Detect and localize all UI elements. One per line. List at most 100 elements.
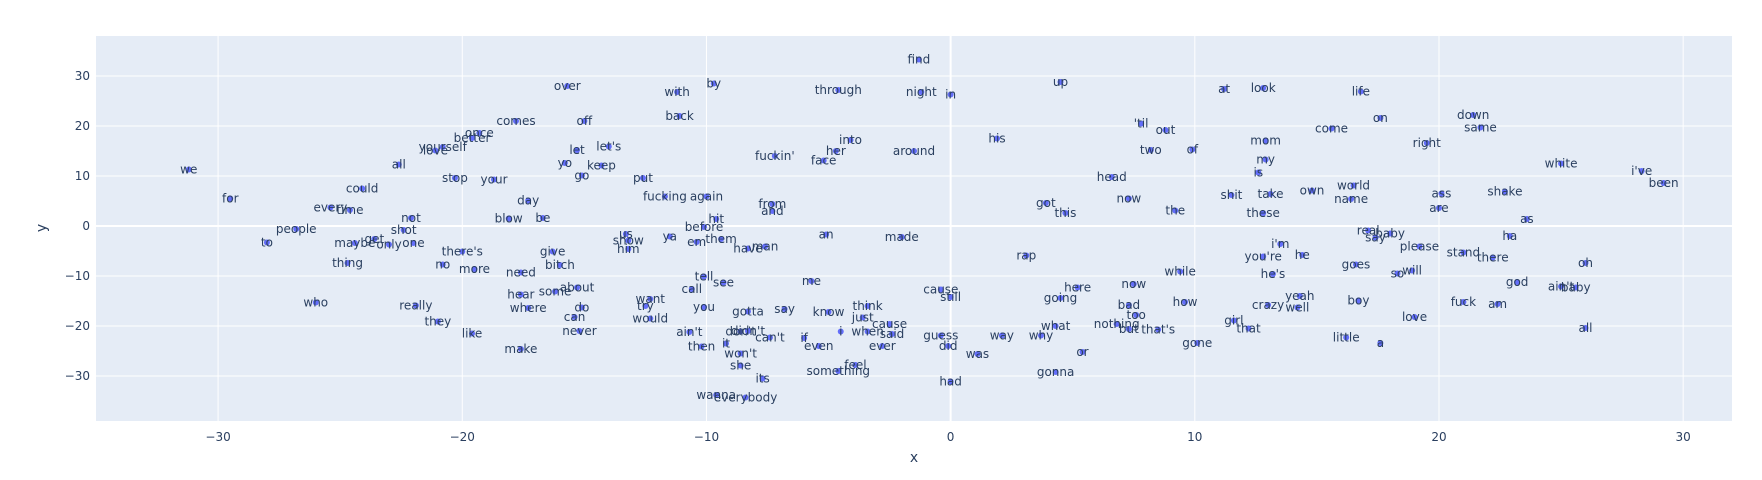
data-point[interactable]: em: [687, 235, 706, 249]
data-point[interactable]: for: [222, 192, 239, 206]
data-point[interactable]: girl: [1224, 314, 1243, 328]
data-point[interactable]: stand: [1447, 246, 1481, 260]
data-point[interactable]: did: [939, 339, 958, 353]
data-point[interactable]: hear: [507, 288, 534, 302]
data-point[interactable]: really: [399, 299, 432, 313]
data-point[interactable]: even: [804, 339, 833, 353]
data-point[interactable]: he's: [1261, 267, 1286, 281]
data-point[interactable]: keep: [587, 159, 616, 173]
data-point[interactable]: say: [774, 302, 795, 316]
data-point[interactable]: baby: [1375, 227, 1405, 241]
data-point[interactable]: i've: [1631, 164, 1652, 178]
data-point[interactable]: wanna: [696, 388, 736, 402]
data-point[interactable]: out: [1156, 123, 1176, 137]
data-point[interactable]: its: [755, 372, 769, 386]
data-point[interactable]: like: [462, 327, 483, 341]
data-point[interactable]: cause: [923, 283, 958, 297]
data-point[interactable]: crazy: [1252, 298, 1284, 312]
data-point[interactable]: it: [722, 337, 730, 351]
data-point[interactable]: made: [885, 230, 919, 244]
data-point[interactable]: so: [1391, 267, 1405, 281]
data-point[interactable]: bad: [1118, 298, 1141, 312]
data-point[interactable]: your: [481, 173, 508, 187]
data-point[interactable]: him: [617, 242, 640, 256]
data-point[interactable]: life: [1352, 85, 1370, 99]
data-point[interactable]: oh: [1578, 256, 1593, 270]
data-point[interactable]: say: [1365, 231, 1386, 245]
data-point[interactable]: could: [346, 182, 379, 196]
data-point[interactable]: while: [1164, 265, 1195, 279]
data-point[interactable]: me: [802, 274, 821, 288]
data-point[interactable]: through: [815, 83, 862, 97]
data-point[interactable]: let: [569, 143, 585, 157]
data-point[interactable]: let's: [596, 140, 621, 154]
data-point[interactable]: at: [1218, 82, 1230, 96]
data-point[interactable]: fucking: [643, 190, 687, 204]
data-point[interactable]: ha: [1502, 229, 1517, 243]
data-point[interactable]: take: [1258, 187, 1284, 201]
data-point[interactable]: been: [1649, 176, 1679, 190]
data-point[interactable]: that: [1236, 322, 1261, 336]
data-point[interactable]: how: [1173, 295, 1198, 309]
data-point[interactable]: cause: [872, 317, 907, 331]
data-point[interactable]: gonna: [1037, 365, 1075, 379]
data-point[interactable]: everybody: [714, 391, 778, 405]
data-point[interactable]: into: [839, 133, 862, 147]
data-point[interactable]: you're: [1244, 250, 1281, 264]
data-point[interactable]: think: [853, 299, 883, 313]
data-point[interactable]: we: [180, 163, 197, 177]
data-point[interactable]: she: [730, 359, 751, 373]
data-point[interactable]: of: [1187, 143, 1199, 157]
data-point[interactable]: an: [819, 228, 834, 242]
data-point[interactable]: would: [632, 312, 668, 326]
data-point[interactable]: hit: [708, 212, 724, 226]
data-point[interactable]: put: [633, 171, 653, 185]
data-point[interactable]: night: [906, 85, 937, 99]
data-point[interactable]: comes: [496, 114, 535, 128]
data-point[interactable]: fuckin': [755, 149, 795, 163]
data-point[interactable]: going: [1044, 291, 1078, 305]
data-point[interactable]: make: [504, 342, 537, 356]
data-point[interactable]: now: [1121, 277, 1146, 291]
data-point[interactable]: call: [681, 282, 702, 296]
data-point[interactable]: shit: [1220, 188, 1242, 202]
data-point[interactable]: same: [1464, 121, 1497, 135]
data-point[interactable]: bitch: [545, 258, 575, 272]
data-point[interactable]: there: [1477, 251, 1509, 265]
data-point[interactable]: shot: [391, 223, 417, 237]
data-point[interactable]: around: [893, 144, 935, 158]
data-point[interactable]: down: [1457, 108, 1489, 122]
data-point[interactable]: gotta: [732, 305, 764, 319]
data-point[interactable]: rap: [1016, 249, 1036, 263]
data-point[interactable]: one: [402, 236, 424, 250]
data-point[interactable]: you: [693, 300, 715, 314]
data-point[interactable]: these: [1247, 206, 1280, 220]
data-point[interactable]: us: [619, 227, 633, 241]
data-point[interactable]: mom: [1250, 134, 1281, 148]
data-point[interactable]: face: [811, 154, 837, 168]
data-point[interactable]: who: [303, 296, 328, 310]
data-point[interactable]: man: [752, 240, 779, 254]
data-point[interactable]: little: [1333, 331, 1360, 345]
data-point[interactable]: all: [392, 158, 406, 172]
data-point[interactable]: her: [826, 144, 846, 158]
data-point[interactable]: was: [966, 347, 989, 361]
data-point[interactable]: god: [1506, 275, 1529, 289]
data-point[interactable]: don't: [725, 325, 756, 339]
data-point[interactable]: maybe: [334, 236, 375, 250]
data-point[interactable]: blow: [495, 212, 523, 226]
data-point[interactable]: people: [276, 222, 317, 236]
data-point[interactable]: yourself: [419, 140, 468, 154]
data-point[interactable]: with: [664, 85, 689, 99]
data-point[interactable]: got: [1036, 196, 1056, 210]
data-point[interactable]: his: [988, 132, 1005, 146]
data-point[interactable]: try: [637, 299, 654, 313]
data-point[interactable]: boy: [1347, 294, 1369, 308]
data-point[interactable]: up: [1053, 75, 1068, 89]
data-point[interactable]: as: [1520, 212, 1534, 226]
data-point[interactable]: baby: [1561, 281, 1591, 295]
data-point[interactable]: better: [454, 131, 491, 145]
data-point[interactable]: show: [613, 234, 644, 248]
data-point[interactable]: didn't: [731, 324, 765, 338]
data-point[interactable]: come: [1315, 122, 1348, 136]
